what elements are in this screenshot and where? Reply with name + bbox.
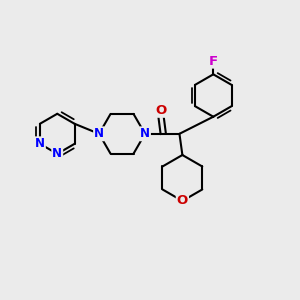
- Text: F: F: [209, 55, 218, 68]
- Text: N: N: [94, 127, 104, 140]
- Text: N: N: [140, 127, 150, 140]
- Text: O: O: [155, 104, 167, 117]
- Text: O: O: [177, 194, 188, 207]
- Text: N: N: [35, 137, 45, 150]
- Text: N: N: [52, 147, 62, 160]
